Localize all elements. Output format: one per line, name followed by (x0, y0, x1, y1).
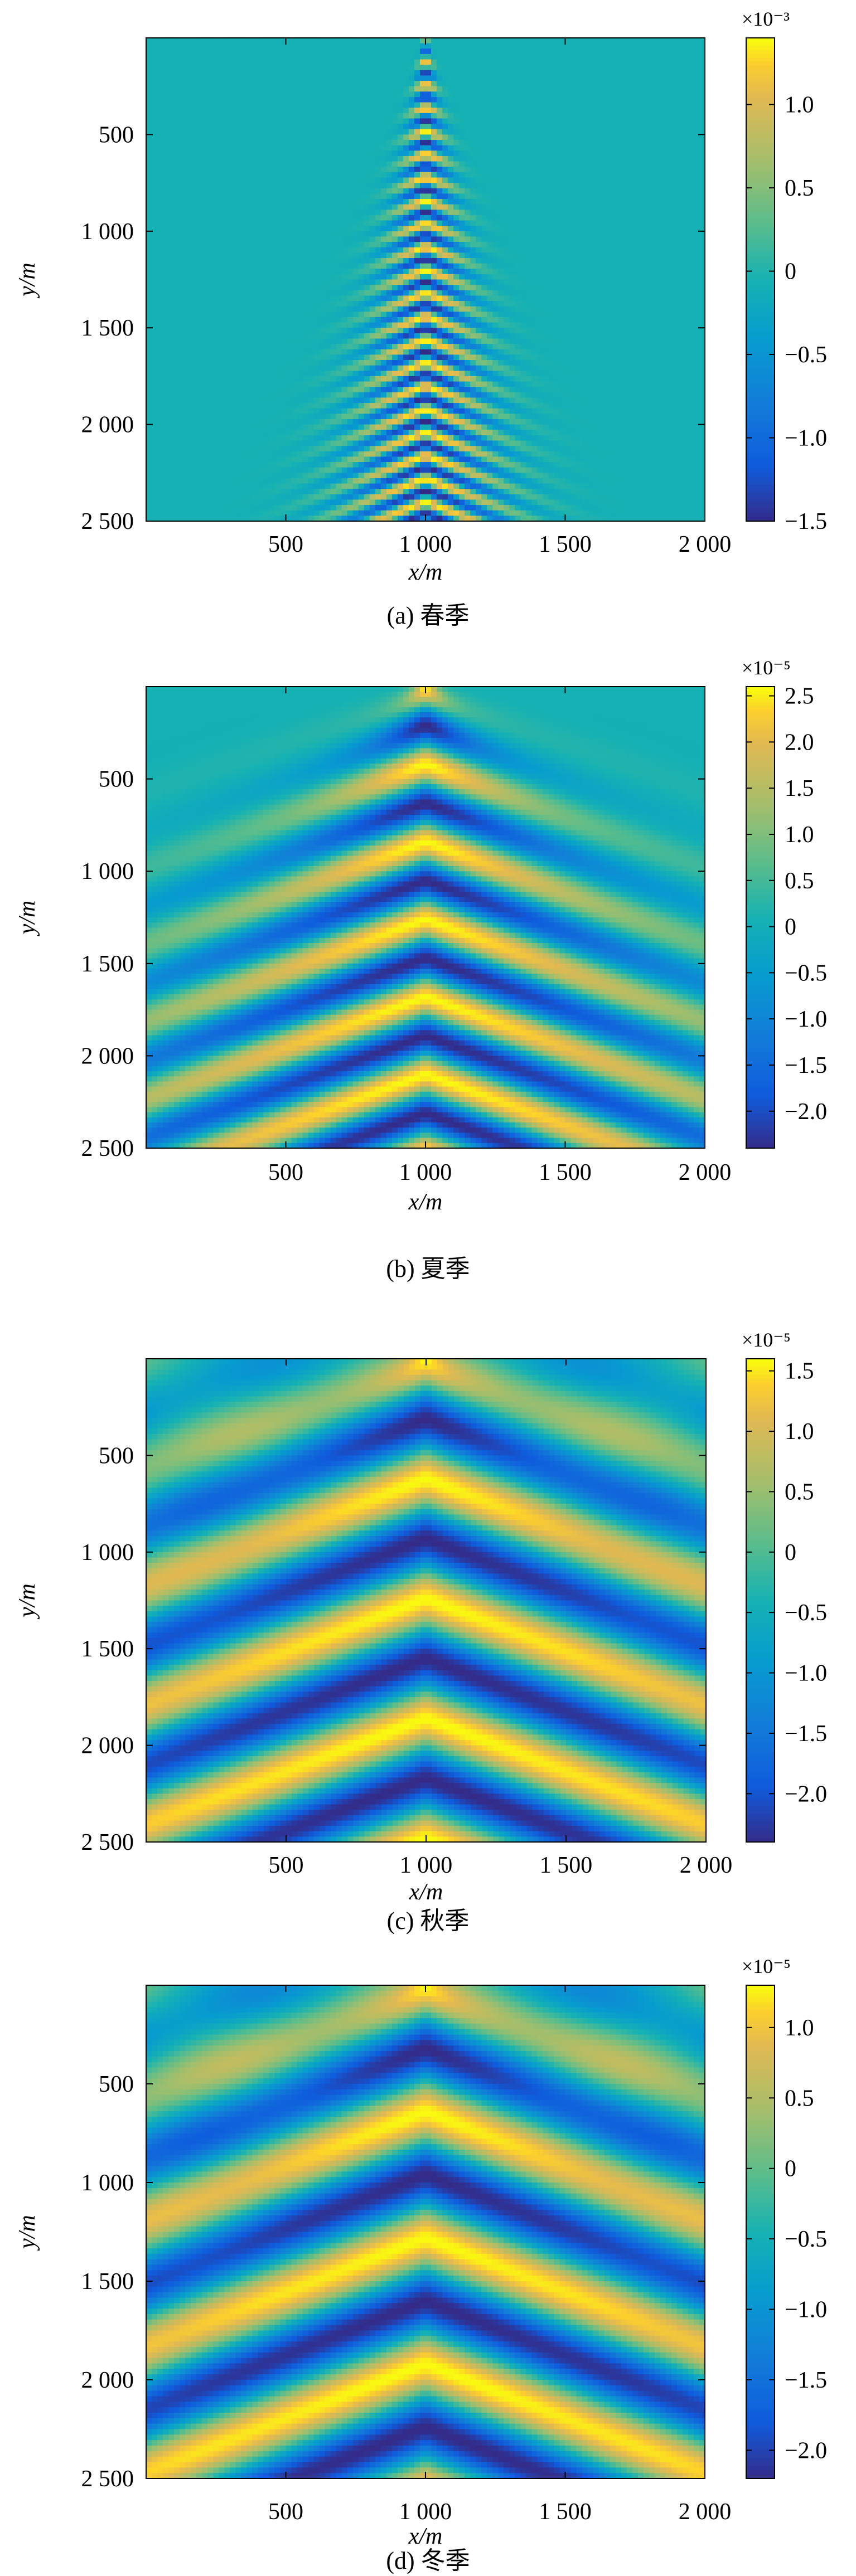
panel-spring: 500 1 000 1 500 2 000 500 1 000 1 500 2 000 2 50… (0, 0, 856, 624)
colorbar-exponent: ×10⁻³ (742, 8, 790, 30)
colorbar-tick-label: −0.5 (785, 2227, 827, 2252)
colorbar-tick-label: 2.5 (785, 684, 814, 709)
figure-caption: (b) 夏季 (0, 1248, 856, 1284)
x-tick-label: 1 000 (399, 2499, 452, 2525)
colorbar-gradient (746, 38, 775, 522)
colorbar-tick-label: 1.5 (785, 776, 814, 801)
y-tick-label: 500 (99, 767, 134, 793)
colorbar-tick-label: 1.0 (785, 2015, 814, 2041)
figure-caption: (a) 春季 (0, 595, 856, 631)
x-tick-label: 1 500 (539, 532, 592, 557)
colorbar-tick-label: −1.0 (785, 1661, 827, 1686)
x-tick-label: 1 000 (400, 1853, 453, 1878)
y-axis-label: y/m (14, 2215, 40, 2251)
x-tick-label: 500 (268, 532, 303, 557)
x-tick-label: 2 000 (679, 532, 732, 557)
heatmap-chart: 500 1 000 1 500 2 000 500 1 000 1 500 2 000 2 50… (0, 1951, 856, 2572)
colorbar-tick-label: −2.0 (785, 2438, 827, 2463)
colorbar-tick-label: −1.5 (785, 509, 827, 534)
colorbar-tick-label: −1.5 (785, 1053, 827, 1078)
colorbar-tick-label: 1.0 (785, 93, 814, 118)
y-tick-label: 1 500 (81, 2269, 134, 2295)
colorbar-tick-label: −0.5 (785, 960, 827, 986)
colorbar-tick-label: −2.0 (785, 1781, 827, 1807)
heatmap-chart: 500 1 000 1 500 2 000 500 1 000 1 500 2 000 2 50… (0, 1293, 856, 1945)
x-tick-label: 2 000 (679, 2499, 732, 2525)
colorbar-tick-label: 2.0 (785, 730, 814, 755)
y-tick-label: 2 500 (81, 509, 134, 534)
colorbar-tick-label: −1.5 (785, 2368, 827, 2393)
colorbar-exponent: ×10⁻⁵ (742, 1955, 791, 1977)
y-tick-label: 2 000 (81, 1043, 134, 1069)
heatmap-cells (146, 1985, 705, 2479)
y-tick-label: 2 000 (81, 2368, 134, 2393)
y-tick-label: 1 500 (81, 315, 134, 341)
heatmap-cells (146, 687, 705, 1149)
x-tick-label: 2 000 (679, 1160, 732, 1185)
y-tick-label: 1 000 (81, 859, 134, 884)
x-tick-label: 1 500 (540, 1853, 593, 1878)
figure-caption: (c) 秋季 (0, 1901, 856, 1936)
colorbar-tick-label: −0.5 (785, 1600, 827, 1626)
colorbar-tick-label: 1.0 (785, 1419, 814, 1445)
panel-autumn: 500 1 000 1 500 2 000 500 1 000 1 500 2 000 2 50… (0, 1293, 856, 1945)
colorbar-tick-label: 0 (785, 2156, 796, 2182)
colorbar-tick-label: 0.5 (785, 868, 814, 894)
y-tick-label: 1 000 (81, 219, 134, 245)
y-tick-label: 2 500 (81, 1830, 134, 1855)
y-tick-label: 2 500 (81, 2466, 134, 2492)
colorbar-tick-label: 0 (785, 259, 796, 285)
colorbar-tick-label: −1.0 (785, 426, 827, 451)
colorbar-tick-label: 1.0 (785, 822, 814, 848)
x-tick-label: 2 000 (680, 1853, 733, 1878)
panel-summer: 500 1 000 1 500 2 000 500 1 000 1 500 2 000 2 50… (0, 647, 856, 1282)
y-tick-label: 1 500 (81, 1636, 134, 1662)
colorbar-tick-label: 0.5 (785, 176, 814, 201)
colorbar-exponent: ×10⁻⁵ (742, 1329, 791, 1351)
y-tick-label: 2 000 (81, 1733, 134, 1759)
colorbar-tick-label: 0 (785, 915, 796, 940)
panel-winter: 500 1 000 1 500 2 000 500 1 000 1 500 2 000 2 50… (0, 1951, 856, 2572)
y-tick-label: 1 000 (81, 1540, 134, 1566)
y-tick-label: 500 (99, 1443, 134, 1469)
y-tick-label: 500 (99, 122, 134, 148)
x-tick-label: 500 (268, 1160, 303, 1185)
colorbar-tick-label: −1.5 (785, 1721, 827, 1747)
y-tick-label: 2 000 (81, 412, 134, 438)
x-tick-label: 1 000 (399, 1160, 452, 1185)
x-tick-label: 1 500 (539, 2499, 592, 2525)
colorbar-tick-label: 1.5 (785, 1359, 814, 1384)
y-tick-label: 1 000 (81, 2170, 134, 2196)
colorbar-tick-label: −1.0 (785, 2297, 827, 2323)
x-tick-label: 500 (268, 2499, 303, 2525)
y-tick-label: 2 500 (81, 1136, 134, 1161)
y-tick-label: 1 500 (81, 951, 134, 977)
figure-caption: (d) 冬季 (0, 2540, 856, 2576)
x-axis-label: x/m (408, 1189, 443, 1215)
colorbar-exponent: ×10⁻⁵ (742, 657, 791, 679)
colorbar-tick-label: −0.5 (785, 342, 827, 368)
x-tick-label: 1 500 (539, 1160, 592, 1185)
y-axis-label: y/m (14, 263, 40, 299)
heatmap-chart: 500 1 000 1 500 2 000 500 1 000 1 500 2 000 2 50… (0, 0, 856, 624)
colorbar-tick-label: 0.5 (785, 1479, 814, 1505)
x-tick-label: 500 (269, 1853, 304, 1878)
colorbar-tick-label: −1.0 (785, 1007, 827, 1032)
colorbar-tick-label: 0.5 (785, 2086, 814, 2111)
y-axis-label: y/m (14, 901, 40, 937)
heatmap-cells (146, 38, 705, 522)
colorbar-tick-label: −2.0 (785, 1099, 827, 1125)
heatmap-chart: 500 1 000 1 500 2 000 500 1 000 1 500 2 000 2 50… (0, 647, 856, 1282)
x-tick-label: 1 000 (399, 532, 452, 557)
colorbar-gradient (746, 687, 775, 1149)
y-tick-label: 500 (99, 2072, 134, 2097)
colorbar-tick-label: 0 (785, 1540, 796, 1566)
x-axis-label: x/m (408, 560, 443, 585)
y-axis-label: y/m (14, 1583, 40, 1620)
colorbar-gradient (746, 1985, 775, 2479)
heatmap-cells (146, 1359, 707, 1843)
